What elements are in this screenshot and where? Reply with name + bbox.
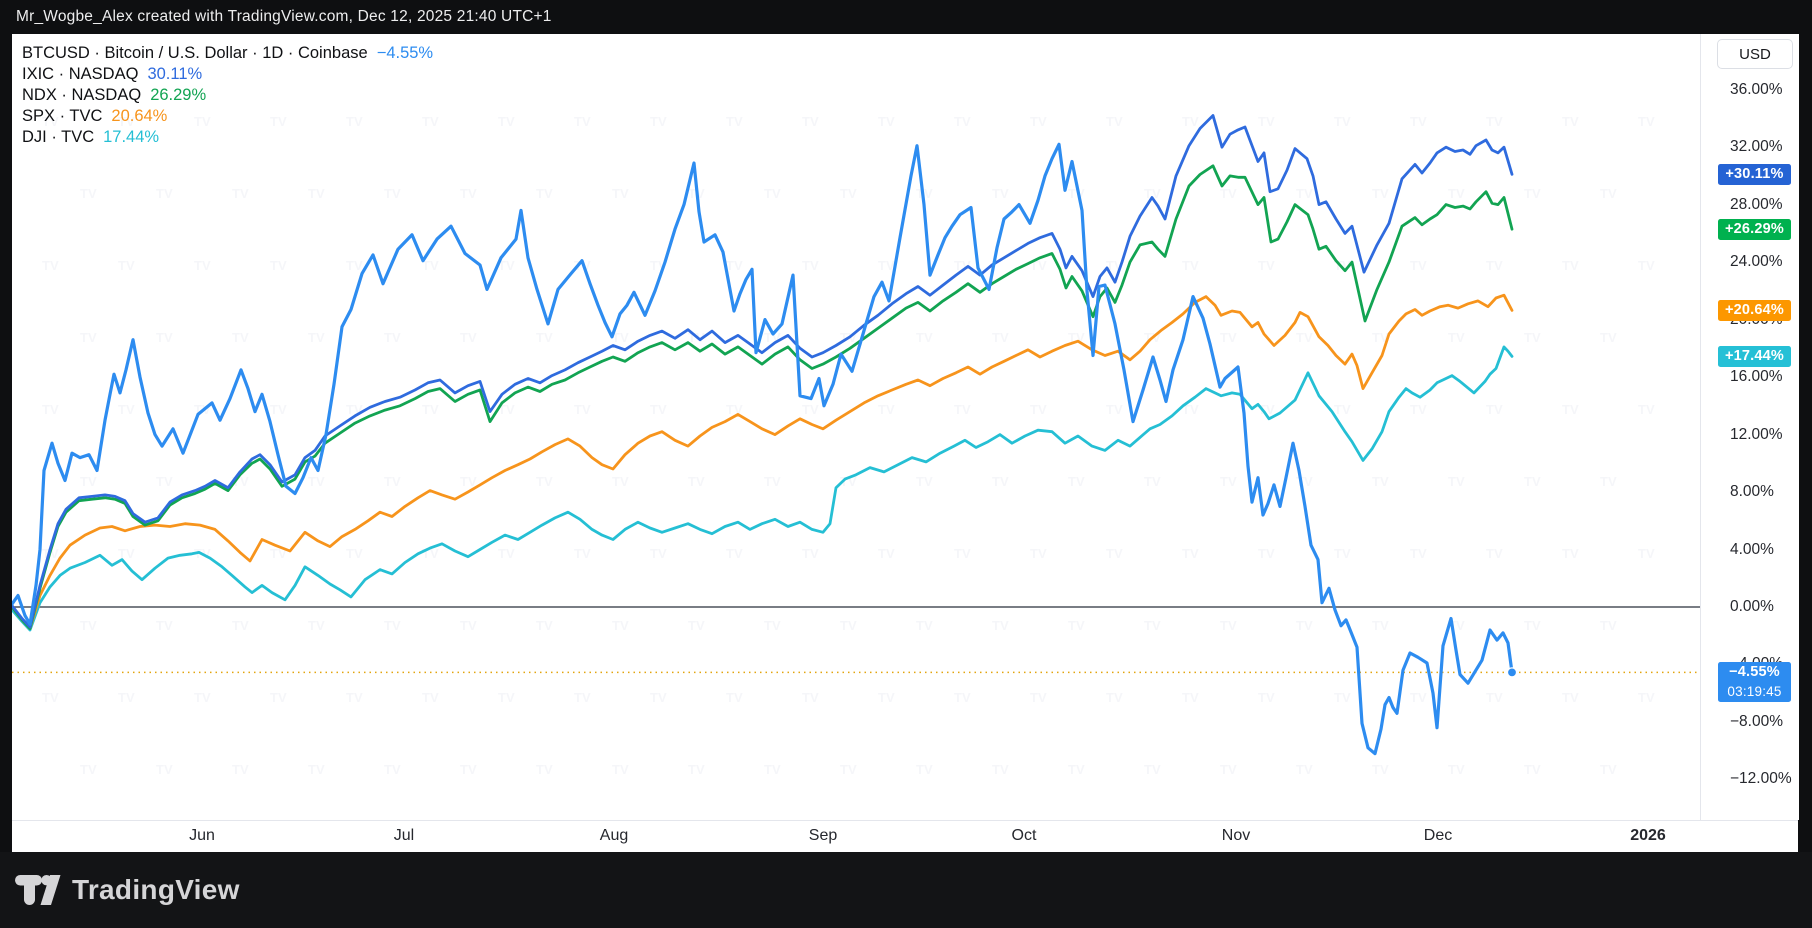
price-tick-label: 12.00% xyxy=(1730,425,1783,443)
price-badge-2064[interactable]: +20.64% xyxy=(1718,299,1791,321)
legend-row-ixic[interactable]: IXIC · NASDAQ 30.11% xyxy=(22,64,433,85)
price-badge-3011[interactable]: +30.11% xyxy=(1718,163,1791,185)
currency-unit-button[interactable]: USD xyxy=(1717,39,1793,69)
badge-value: +30.11% xyxy=(1725,166,1784,183)
series-line-spx[interactable] xyxy=(12,293,1514,630)
attribution-bar: Mr_Wogbe_Alex created with TradingView.c… xyxy=(0,0,1812,34)
price-badge-1744[interactable]: +17.44% xyxy=(1718,345,1791,367)
time-axis-label-aug: Aug xyxy=(599,827,629,844)
time-axis-label-dec: Dec xyxy=(1423,827,1453,844)
series-line-btcusd[interactable] xyxy=(12,142,1514,756)
series-line-dji[interactable] xyxy=(12,345,1514,632)
price-tick-label: 24.00% xyxy=(1730,253,1783,271)
price-badge-455[interactable]: −4.55% 03:19:45 xyxy=(1718,662,1791,703)
legend-row-ndx[interactable]: NDX · NASDAQ 26.29% xyxy=(22,85,433,106)
time-axis-label-sep: Sep xyxy=(808,827,838,844)
series-line-ndx[interactable] xyxy=(12,164,1514,630)
badge-value: −4.55% xyxy=(1729,664,1780,681)
price-tick-label: 0.00% xyxy=(1730,598,1774,615)
tradingview-logo-icon xyxy=(15,875,61,905)
legend-change-value: 26.29% xyxy=(150,86,207,104)
attribution-text: Mr_Wogbe_Alex created with TradingView.c… xyxy=(16,8,552,25)
legend-symbol-title: SPX · TVC xyxy=(22,107,103,125)
symbol-legend: BTCUSD · Bitcoin / U.S. Dollar · 1D · Co… xyxy=(22,43,433,148)
footer-bar: TradingView xyxy=(0,852,1812,928)
price-badge-2629[interactable]: +26.29% xyxy=(1718,218,1791,240)
legend-row-spx[interactable]: SPX · TVC 20.64% xyxy=(22,106,433,127)
price-series-canvas[interactable] xyxy=(12,34,1700,820)
legend-symbol-title: BTCUSD · Bitcoin / U.S. Dollar · 1D · Co… xyxy=(22,44,368,62)
chart-plot-area[interactable]: TV TV TV TV TV TV TV TV TV TV TV TV TV TV TV TV TV TV TV TV… xyxy=(12,34,1700,820)
badge-value: +26.29% xyxy=(1724,221,1785,238)
price-tick-label: −8.00% xyxy=(1730,712,1784,730)
price-tick-label: −12.00% xyxy=(1730,770,1792,788)
legend-change-value: −4.55% xyxy=(376,44,434,62)
time-axis-label-jul: Jul xyxy=(393,827,415,844)
time-axis-label-nov: Nov xyxy=(1221,827,1251,844)
legend-change-value: 17.44% xyxy=(103,128,160,146)
legend-symbol-title: NDX · NASDAQ xyxy=(22,86,142,104)
chart-card: TV TV TV TV TV TV TV TV TV TV TV TV TV TV TV TV TV TV TV TV… xyxy=(12,34,1799,853)
price-tick-label: 36.00% xyxy=(1730,80,1783,98)
price-tick-label: 4.00% xyxy=(1730,540,1774,558)
legend-row-btcusd[interactable]: BTCUSD · Bitcoin / U.S. Dollar · 1D · Co… xyxy=(22,43,433,64)
price-tick-label: 8.00% xyxy=(1730,483,1774,501)
tradingview-logo-link[interactable]: TradingView xyxy=(15,873,240,907)
bar-countdown: 03:19:45 xyxy=(1727,684,1782,700)
legend-change-value: 30.11% xyxy=(147,65,203,83)
price-tick-label: 32.00% xyxy=(1730,138,1783,156)
series-line-ixic[interactable] xyxy=(12,114,1514,629)
time-axis-label-oct: Oct xyxy=(1011,827,1037,844)
price-scale[interactable]: USD 36.00%32.00%28.00%24.00%20.00%16.00%… xyxy=(1700,34,1799,820)
badge-value: +20.64% xyxy=(1724,302,1785,319)
time-axis-label-jun: Jun xyxy=(189,827,215,844)
legend-change-value: 20.64% xyxy=(111,107,168,125)
time-axis[interactable]: Jun Jul Aug Sep Oct Nov Dec 2026 xyxy=(12,820,1798,853)
price-tick-label: 16.00% xyxy=(1730,368,1783,386)
tradingview-logo-text: TradingView xyxy=(72,874,240,905)
legend-symbol-title: DJI · TVC xyxy=(22,128,95,146)
legend-symbol-title: IXIC · NASDAQ xyxy=(22,65,139,83)
last-value-marker xyxy=(1506,667,1518,678)
legend-row-dji[interactable]: DJI · TVC 17.44% xyxy=(22,127,433,148)
price-tick-label: 28.00% xyxy=(1730,195,1783,213)
time-axis-label-2026: 2026 xyxy=(1630,827,1666,844)
badge-value: +17.44% xyxy=(1724,348,1785,365)
